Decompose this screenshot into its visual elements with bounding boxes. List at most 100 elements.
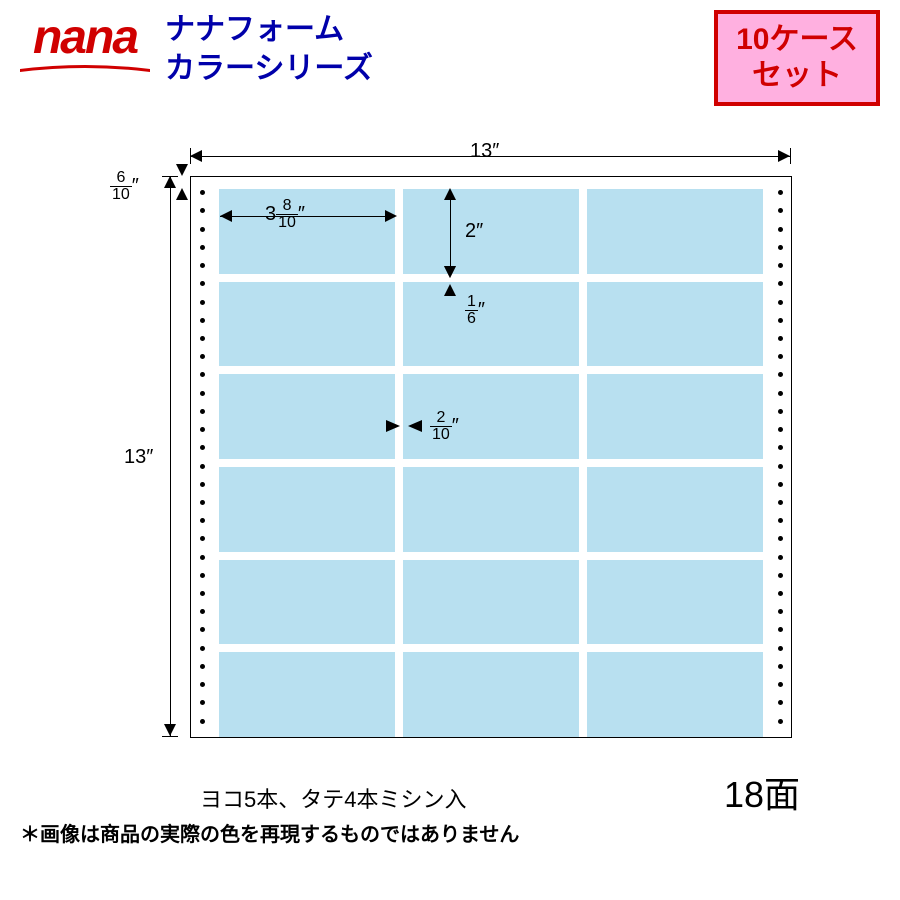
perforation-hole-icon: [200, 555, 205, 560]
perforation-hole-icon: [200, 281, 205, 286]
perforation-hole-icon: [778, 245, 783, 250]
faces-count: 18面: [724, 766, 800, 818]
label-cell: [219, 652, 395, 737]
perforation-hole-icon: [778, 518, 783, 523]
dimension-diagram: 13″ 13″ 610″ 3810″ 2″ 16″ 210″: [70, 136, 830, 756]
perforation-hole-icon: [778, 318, 783, 323]
perforation-hole-icon: [200, 300, 205, 305]
label-cell: [219, 189, 395, 274]
caption-row: ヨコ5本、タテ4本ミシン入 18面: [0, 756, 900, 818]
perforation-hole-icon: [200, 245, 205, 250]
perforation-hole-icon: [778, 227, 783, 232]
perforation-hole-icon: [200, 536, 205, 541]
perforation-hole-icon: [778, 500, 783, 505]
dim-sheet-height: 13″: [124, 446, 153, 469]
label-cell: [587, 282, 763, 367]
perforation-hole-icon: [778, 536, 783, 541]
perforation-hole-icon: [200, 263, 205, 268]
label-cell: [403, 282, 579, 367]
dim-label-width: 3810″: [265, 198, 305, 231]
logo-text: nana: [33, 10, 137, 65]
perforation-hole-icon: [200, 227, 205, 232]
perforation-hole-icon: [778, 263, 783, 268]
header: nana ナナフォーム カラーシリーズ 10ケース セット: [0, 0, 900, 106]
perforation-hole-icon: [200, 646, 205, 651]
perforation-left: [193, 177, 211, 737]
label-cell: [587, 560, 763, 645]
perforation-hole-icon: [200, 372, 205, 377]
perforation-hole-icon: [200, 682, 205, 687]
perforation-hole-icon: [200, 336, 205, 341]
label-cell: [219, 374, 395, 459]
perforation-hole-icon: [778, 609, 783, 614]
perforation-hole-icon: [778, 445, 783, 450]
perforation-hole-icon: [778, 208, 783, 213]
perforation-hole-icon: [778, 682, 783, 687]
perforation-hole-icon: [200, 409, 205, 414]
perforation-hole-icon: [778, 482, 783, 487]
perforation-hole-icon: [778, 409, 783, 414]
badge-line-1: 10ケース: [736, 22, 858, 58]
perforation-hole-icon: [200, 591, 205, 596]
label-grid: [219, 189, 763, 737]
label-cell: [587, 467, 763, 552]
set-badge: 10ケース セット: [714, 10, 880, 106]
perforation-hole-icon: [778, 427, 783, 432]
dim-gap-horizontal: 210″: [430, 410, 459, 443]
perforation-hole-icon: [200, 573, 205, 578]
perforation-hole-icon: [200, 318, 205, 323]
perforation-right: [771, 177, 789, 737]
perforation-hole-icon: [778, 391, 783, 396]
dim-margin-top: 610″: [110, 170, 139, 203]
perforation-hole-icon: [778, 719, 783, 724]
perforation-hole-icon: [200, 445, 205, 450]
perforation-hole-icon: [778, 336, 783, 341]
perforation-hole-icon: [200, 627, 205, 632]
title-line-1: ナナフォーム: [165, 10, 373, 49]
brand-logo: nana: [20, 10, 150, 77]
perforation-hole-icon: [200, 664, 205, 669]
perforation-hole-icon: [200, 354, 205, 359]
label-cell: [587, 189, 763, 274]
perforation-hole-icon: [778, 664, 783, 669]
perforation-caption: ヨコ5本、タテ4本ミシン入: [200, 782, 466, 814]
dim-gap-vertical: 16″: [465, 294, 485, 327]
dim-label-height: 2″: [465, 220, 483, 243]
perforation-hole-icon: [778, 190, 783, 195]
perforation-hole-icon: [778, 281, 783, 286]
perforation-hole-icon: [778, 555, 783, 560]
label-cell: [403, 652, 579, 737]
perforation-hole-icon: [778, 700, 783, 705]
label-sheet: [190, 176, 792, 738]
label-cell: [219, 467, 395, 552]
title-line-2: カラーシリーズ: [165, 49, 373, 88]
perforation-hole-icon: [200, 391, 205, 396]
perforation-hole-icon: [778, 627, 783, 632]
dim-sheet-width: 13″: [470, 140, 499, 163]
logo-underline-icon: [20, 65, 150, 77]
label-cell: [403, 560, 579, 645]
label-cell: [587, 374, 763, 459]
perforation-hole-icon: [778, 354, 783, 359]
perforation-hole-icon: [200, 464, 205, 469]
perforation-hole-icon: [200, 208, 205, 213]
color-disclaimer: ＊画像は商品の実際の色を再現するものではありません: [0, 818, 900, 847]
product-title: ナナフォーム カラーシリーズ: [165, 10, 373, 88]
perforation-hole-icon: [200, 518, 205, 523]
label-cell: [219, 282, 395, 367]
perforation-hole-icon: [778, 372, 783, 377]
perforation-hole-icon: [200, 500, 205, 505]
perforation-hole-icon: [200, 482, 205, 487]
perforation-hole-icon: [778, 646, 783, 651]
perforation-hole-icon: [200, 719, 205, 724]
perforation-hole-icon: [778, 573, 783, 578]
label-cell: [219, 560, 395, 645]
perforation-hole-icon: [200, 427, 205, 432]
label-cell: [403, 467, 579, 552]
label-cell: [403, 189, 579, 274]
perforation-hole-icon: [778, 464, 783, 469]
perforation-hole-icon: [778, 591, 783, 596]
perforation-hole-icon: [200, 700, 205, 705]
perforation-hole-icon: [778, 300, 783, 305]
perforation-hole-icon: [200, 609, 205, 614]
